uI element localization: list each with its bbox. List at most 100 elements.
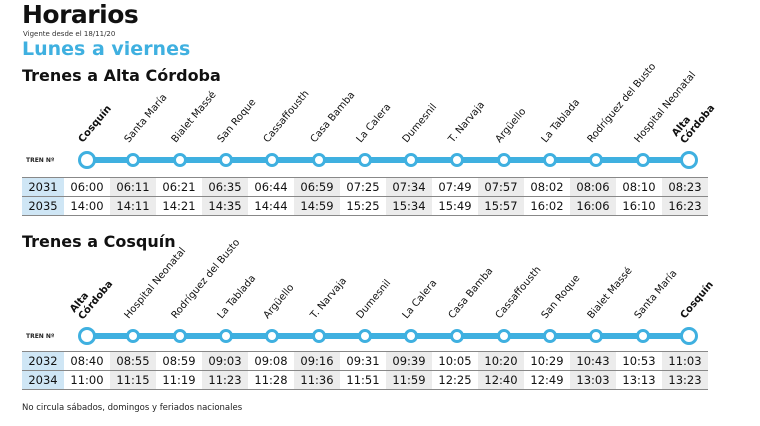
section-title: Trenes a Cosquín [22, 232, 176, 251]
departure-time: 14:44 [248, 196, 294, 216]
departure-time: 10:20 [478, 351, 524, 371]
station-stop-icon [543, 153, 557, 167]
station-label: Dumesnil [400, 101, 440, 145]
station-label: Casa Bamba [308, 89, 357, 145]
station-stop-icon [496, 153, 511, 167]
page-title: Horarios [22, 0, 139, 29]
station-stop-icon [265, 329, 280, 343]
departure-time: 09:39 [386, 351, 432, 371]
departure-time: 15:49 [432, 196, 478, 216]
station-stop-icon [679, 327, 698, 345]
departure-time: 07:34 [386, 177, 432, 197]
station-stop-icon [311, 153, 326, 167]
station-label: Casa Bamba [446, 265, 496, 321]
section-title: Trenes a Alta Córdoba [22, 66, 221, 85]
station-label: La Tablada [215, 273, 259, 321]
departure-time: 06:59 [294, 177, 340, 197]
station-stop-icon [78, 151, 96, 169]
station-stop-icon [404, 153, 419, 167]
station-label: Dumesnil [354, 277, 394, 321]
train-number: 2032 [22, 351, 64, 371]
days-heading: Lunes a viernes [22, 38, 191, 60]
train-number-label: TREN Nº [26, 333, 55, 340]
station-stop-icon [172, 329, 187, 343]
departure-time: 07:49 [432, 177, 478, 197]
station-label: La Calera [400, 277, 440, 321]
departure-time: 14:21 [156, 196, 202, 216]
station-label: Alta Córdoba [670, 102, 718, 146]
departure-time: 06:11 [110, 177, 156, 197]
station-stop-icon [543, 329, 557, 343]
station-stop-icon [404, 329, 419, 343]
train-number: 2034 [22, 370, 64, 390]
station-stop-icon [679, 151, 698, 169]
departure-time: 11:36 [294, 370, 340, 390]
station-label: La Calera [354, 101, 394, 145]
station-stop-icon [589, 153, 604, 167]
departure-time: 14:59 [294, 196, 340, 216]
station-label: Bialet Massé [169, 89, 219, 145]
departure-time: 15:25 [340, 196, 386, 216]
departure-time: 08:55 [110, 351, 156, 371]
train-number: 2031 [22, 177, 64, 197]
station-label: Santa María [122, 92, 170, 145]
departure-time: 10:29 [524, 351, 570, 371]
station-label: Bialet Massé [585, 265, 635, 321]
departure-time: 11:15 [110, 370, 156, 390]
departure-time: 12:40 [478, 370, 524, 390]
station-stop-icon [357, 329, 372, 343]
station-stop-icon [311, 329, 326, 343]
station-stop-icon [589, 329, 604, 343]
departure-time: 07:57 [478, 177, 524, 197]
valid-from: Vigente desde el 18/11/20 [23, 30, 116, 38]
departure-time: 10:43 [570, 351, 616, 371]
departure-time: 16:10 [616, 196, 662, 216]
departure-time: 06:44 [248, 177, 294, 197]
departure-time: 11:59 [386, 370, 432, 390]
departure-time: 14:35 [202, 196, 248, 216]
train-number-label: TREN Nº [26, 157, 55, 164]
station-label: Santa María [632, 268, 680, 321]
station-stop-icon [126, 329, 141, 343]
station-stop-icon [78, 327, 96, 345]
departure-time: 13:23 [662, 370, 708, 390]
departure-time: 08:59 [156, 351, 202, 371]
departure-time: 09:08 [248, 351, 294, 371]
table-row: 2034 11:00 11:15 11:19 11:23 11:28 11:36 11:51 1… [22, 370, 708, 390]
station-label: T. Narvaja [308, 275, 349, 321]
departure-time: 08:23 [662, 177, 708, 197]
departure-time: 12:49 [524, 370, 570, 390]
departure-time: 08:40 [64, 351, 110, 371]
station-stop-icon [357, 153, 372, 167]
table-row: 2035 14:00 14:11 14:21 14:35 14:44 14:59 15:25 1… [22, 196, 708, 216]
station-label: Cassaffousth [261, 88, 312, 145]
station-stop-icon [496, 329, 511, 343]
departure-time: 08:06 [570, 177, 616, 197]
departure-time: 06:21 [156, 177, 202, 197]
departure-time: 06:00 [64, 177, 110, 197]
departure-time: 10:53 [616, 351, 662, 371]
departure-time: 11:28 [248, 370, 294, 390]
departure-time: 09:03 [202, 351, 248, 371]
departure-time: 11:19 [156, 370, 202, 390]
departure-time: 08:10 [616, 177, 662, 197]
departure-time: 11:03 [662, 351, 708, 371]
table-row: 2032 08:40 08:55 08:59 09:03 09:08 09:16 09:31 0… [22, 351, 708, 371]
route-line [86, 157, 689, 163]
timetable: 2032 08:40 08:55 08:59 09:03 09:08 09:16 09:31 0… [22, 351, 708, 390]
departure-time: 16:23 [662, 196, 708, 216]
station-stop-icon [450, 329, 465, 343]
station-label: Cosquín [678, 279, 716, 321]
departure-time: 14:11 [110, 196, 156, 216]
station-label: T. Narvaja [446, 99, 488, 145]
timetable: 2031 06:00 06:11 06:21 06:35 06:44 06:59 07:25 0… [22, 177, 708, 216]
departure-time: 14:00 [64, 196, 110, 216]
station-label: La Tablada [539, 97, 583, 145]
departure-time: 15:57 [478, 196, 524, 216]
station-label: San Roque [215, 96, 259, 145]
station-stop-icon [218, 329, 233, 343]
route-line [86, 333, 689, 339]
station-label: Argüello [493, 106, 529, 145]
station-stop-icon [265, 153, 280, 167]
station-stop-icon [635, 329, 650, 343]
